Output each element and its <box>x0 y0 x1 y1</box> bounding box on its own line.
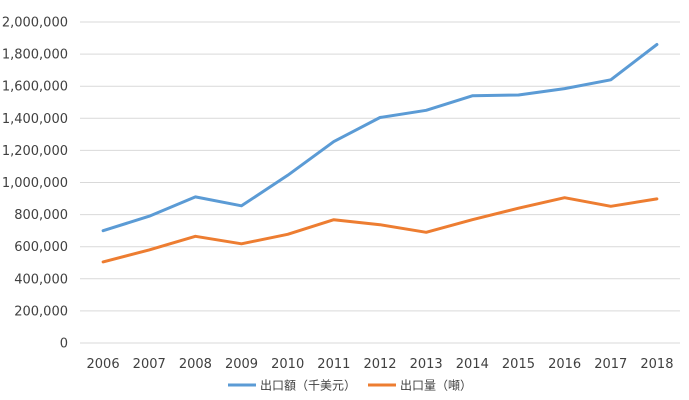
x-tick-label: 2011 <box>317 357 350 372</box>
x-tick-label: 2018 <box>640 357 673 372</box>
legend-label-0: 出口額（千美元） <box>260 379 356 393</box>
y-tick-label: 0 <box>60 337 68 352</box>
legend-label-1: 出口量（噸） <box>400 379 472 393</box>
legend: 出口額（千美元） 出口量（噸） <box>228 379 472 393</box>
x-tick-label: 2013 <box>410 357 443 372</box>
x-tick-label: 2016 <box>548 357 581 372</box>
x-tick-label: 2006 <box>87 357 120 372</box>
y-tick-label: 200,000 <box>14 304 68 319</box>
x-tick-label: 2017 <box>594 357 627 372</box>
x-tick-label: 2007 <box>133 357 166 372</box>
x-tick-label: 2010 <box>271 357 304 372</box>
y-tick-label: 600,000 <box>14 240 68 255</box>
y-tick-label: 400,000 <box>14 272 68 287</box>
y-tick-label: 1,000,000 <box>2 176 68 191</box>
y-tick-label: 1,800,000 <box>2 48 68 63</box>
y-tick-label: 800,000 <box>14 208 68 223</box>
x-tick-label: 2012 <box>363 357 396 372</box>
gridlines <box>80 21 680 344</box>
y-tick-label: 1,600,000 <box>2 80 68 95</box>
x-tick-label: 2009 <box>225 357 258 372</box>
x-axis: 2006 2007 2008 2009 2010 2011 2012 2013 2014 2015… <box>87 357 674 372</box>
y-tick-label: 1,400,000 <box>2 112 68 127</box>
series-line-0 <box>101 43 659 233</box>
y-axis: 0 200,000 400,000 600,000 800,000 1,000,000 1,… <box>2 16 68 352</box>
series-group <box>101 43 659 264</box>
x-tick-label: 2008 <box>179 357 212 372</box>
y-tick-label: 2,000,000 <box>2 16 68 31</box>
x-tick-label: 2014 <box>456 357 489 372</box>
y-tick-label: 1,200,000 <box>2 144 68 159</box>
x-tick-label: 2015 <box>502 357 535 372</box>
series-line-1 <box>101 196 659 264</box>
